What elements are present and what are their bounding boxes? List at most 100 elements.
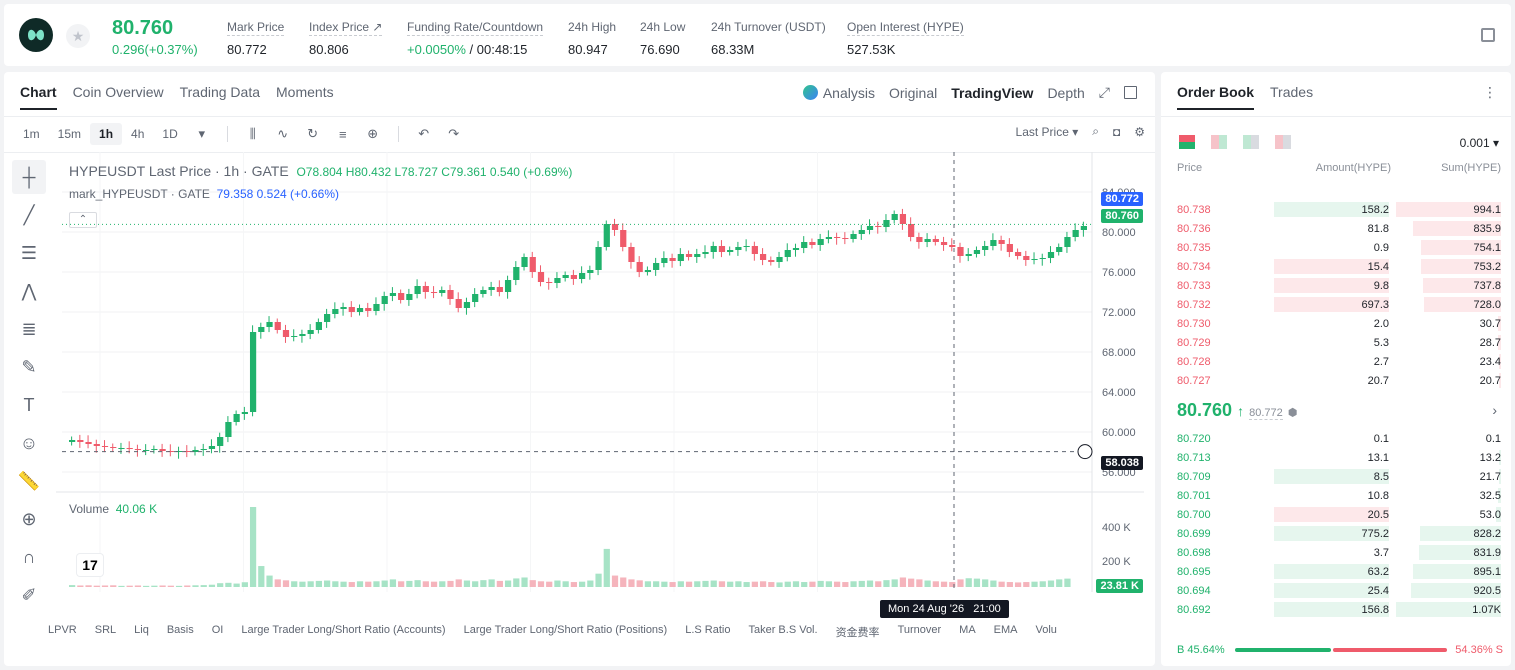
indicators-icon[interactable]: ∿ — [277, 126, 289, 141]
bid-row[interactable]: 80.700 20.5 53.0 — [1161, 505, 1511, 524]
indicator-3[interactable]: Basis — [166, 624, 194, 636]
tab-trades[interactable]: Trades — [1270, 84, 1314, 100]
search-icon[interactable]: ⌕ — [1092, 124, 1099, 138]
timeframe-1d[interactable]: 1D — [162, 127, 178, 141]
ask-row[interactable]: 80.738 158.2 994.1 — [1161, 200, 1511, 219]
camera-icon[interactable]: ◘ — [1112, 124, 1121, 139]
layout-split-icon[interactable] — [1211, 135, 1227, 149]
refresh-icon[interactable]: ↻ — [307, 126, 319, 141]
indicator-5[interactable]: Large Trader Long/Short Ratio (Accounts) — [241, 624, 446, 636]
turnover-stat: 24h Turnover (USDT) 68.33M — [711, 18, 826, 57]
layout-bids-icon[interactable] — [1243, 135, 1259, 149]
layout-asks-icon[interactable] — [1275, 135, 1291, 149]
bid-row[interactable]: 80.720 0.1 0.1 — [1161, 429, 1511, 448]
collapse-legend-button[interactable]: ⌃ — [69, 212, 97, 228]
layout-both-icon[interactable] — [1179, 135, 1195, 149]
stat-label[interactable]: Index Price ↗ — [309, 20, 383, 36]
precision-select[interactable]: 0.001 ▾ — [1459, 136, 1499, 150]
ask-row[interactable]: 80.730 2.0 30.7 — [1161, 314, 1511, 333]
price-chart[interactable]: 84.00080.00076.00072.00068.00064.00060.0… — [56, 152, 1144, 592]
chart-svg[interactable]: 84.00080.00076.00072.00068.00064.00060.0… — [56, 152, 1144, 592]
view-original[interactable]: Original — [888, 84, 938, 101]
volume-bar — [463, 580, 471, 587]
bid-row[interactable]: 80.709 8.5 21.7 — [1161, 467, 1511, 486]
timeframe-1m[interactable]: 1m — [23, 127, 40, 141]
gear-icon[interactable]: ⚙ — [1134, 124, 1145, 139]
analysis-button[interactable]: Analysis — [802, 84, 875, 101]
indicator-10[interactable]: Turnover — [897, 624, 942, 636]
tab-moments[interactable]: Moments — [276, 84, 334, 100]
tab-trading-data[interactable]: Trading Data — [179, 84, 261, 100]
indicator-11[interactable]: MA — [959, 624, 976, 636]
ask-row[interactable]: 80.734 15.4 753.2 — [1161, 257, 1511, 276]
indicator-1[interactable]: SRL — [94, 624, 117, 636]
window-icon[interactable] — [1124, 86, 1137, 99]
info-icon[interactable]: ⬢ — [1287, 407, 1298, 419]
bid-row[interactable]: 80.699 775.2 828.2 — [1161, 524, 1511, 543]
price-type-select[interactable]: Last Price ▾ — [1015, 124, 1079, 139]
text-icon[interactable]: T — [23, 395, 35, 415]
candle-body — [957, 247, 964, 256]
indicator-13[interactable]: Volu — [1035, 624, 1057, 636]
indicator-8[interactable]: Taker B.S Vol. — [748, 624, 818, 636]
undo-icon[interactable]: ↶ — [418, 126, 430, 141]
bid-row[interactable]: 80.692 156.8 1.07K — [1161, 600, 1511, 619]
ask-row[interactable]: 80.727 20.7 20.7 — [1161, 371, 1511, 390]
brush-icon[interactable]: ✎ — [21, 357, 37, 377]
more-icon[interactable]: ⋮ — [1483, 84, 1497, 100]
favorite-star-icon[interactable]: ★ — [66, 24, 90, 48]
bid-row[interactable]: 80.694 25.4 920.5 — [1161, 581, 1511, 600]
indicator-4[interactable]: OI — [211, 624, 224, 636]
expand-icon[interactable]: ⤢ — [1098, 84, 1110, 100]
order-amount: 697.3 — [1361, 299, 1389, 311]
bid-row[interactable]: 80.701 10.8 32.5 — [1161, 486, 1511, 505]
stat-label[interactable]: Open Interest (HYPE) — [847, 20, 964, 36]
mid-mark-price[interactable]: 80.772 — [1249, 407, 1283, 420]
indicator-12[interactable]: EMA — [993, 624, 1018, 636]
pattern-icon[interactable]: ⋀ — [21, 281, 37, 301]
magnet-icon[interactable]: ∩ — [22, 547, 36, 567]
book-icon[interactable] — [1481, 28, 1495, 42]
chevron-right-icon[interactable]: › — [1492, 402, 1497, 418]
stat-label[interactable]: Funding Rate/Countdown — [407, 20, 544, 36]
volume-bar — [743, 582, 750, 587]
indicator-7[interactable]: L.S Ratio — [685, 624, 731, 636]
ask-row[interactable]: 80.729 5.3 28.7 — [1161, 333, 1511, 352]
ask-row[interactable]: 80.728 2.7 23.4 — [1161, 352, 1511, 371]
emoji-icon[interactable]: ☺ — [19, 433, 39, 453]
ask-row[interactable]: 80.732 697.3 728.0 — [1161, 295, 1511, 314]
pencil-icon[interactable]: ✐ — [21, 585, 37, 605]
header-sum: Sum(HYPE) — [1441, 162, 1501, 174]
zoom-icon[interactable]: ⊕ — [21, 509, 37, 529]
view-tradingview[interactable]: TradingView — [951, 84, 1034, 101]
ruler-icon[interactable]: 📏 — [17, 471, 41, 491]
timeframe-15m[interactable]: 15m — [57, 127, 82, 141]
ask-row[interactable]: 80.736 81.8 835.9 — [1161, 219, 1511, 238]
ask-row[interactable]: 80.735 0.9 754.1 — [1161, 238, 1511, 257]
trendline-icon[interactable]: ╱ — [23, 205, 35, 225]
indicator-9[interactable]: 资金费率 — [835, 627, 880, 639]
tab-order-book[interactable]: Order Book — [1177, 84, 1255, 110]
view-depth[interactable]: Depth — [1047, 84, 1085, 101]
indicator-6[interactable]: Large Trader Long/Short Ratio (Positions… — [463, 624, 668, 636]
tab-coin-overview[interactable]: Coin Overview — [72, 84, 164, 100]
bid-row[interactable]: 80.698 3.7 831.9 — [1161, 543, 1511, 562]
indicator-0[interactable]: LPVR — [48, 624, 77, 636]
volume-bar — [241, 582, 248, 587]
horizontal-lines-icon[interactable]: ☰ — [20, 243, 38, 263]
bid-row[interactable]: 80.695 63.2 895.1 — [1161, 562, 1511, 581]
chevron-down-icon[interactable]: ▾ — [198, 126, 205, 141]
ask-row[interactable]: 80.733 9.8 737.8 — [1161, 276, 1511, 295]
timeframe-4h[interactable]: 4h — [131, 127, 145, 141]
list-icon[interactable]: ≡ — [338, 126, 347, 142]
crosshair-icon[interactable]: ┼ — [12, 160, 46, 194]
candles-icon[interactable]: ⫼ — [249, 126, 256, 141]
fib-icon[interactable]: ≣ — [21, 319, 37, 339]
tab-chart[interactable]: Chart — [20, 84, 57, 110]
stat-label[interactable]: Mark Price — [227, 20, 285, 36]
indicator-2[interactable]: Liq — [134, 624, 149, 636]
redo-icon[interactable]: ↷ — [448, 126, 460, 141]
bid-row[interactable]: 80.713 13.1 13.2 — [1161, 448, 1511, 467]
timeframe-1h[interactable]: 1h — [90, 123, 123, 145]
add-icon[interactable]: ⊕ — [367, 126, 379, 141]
